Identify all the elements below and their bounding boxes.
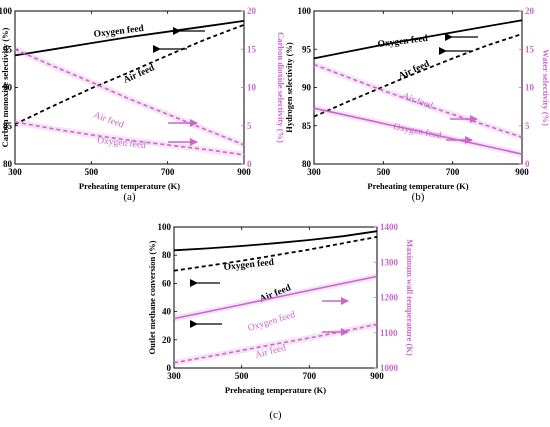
series-line-left-oxygen-feed: [173, 230, 378, 252]
x-tick-label: 500: [235, 371, 249, 381]
y-tick-label: 80: [162, 250, 172, 260]
y-right-tick-label: 0: [525, 159, 530, 169]
chart-panel-1: 300 500 700 900 80 85 90 95 100 0 5 10 15 20 Preheatin…: [0, 6, 286, 203]
y-tick-label: 100: [298, 6, 312, 16]
y-right-tick-label: 1300: [380, 257, 399, 267]
x-tick-label: 900: [237, 167, 251, 177]
y-tick-label: 80: [3, 159, 13, 169]
x-axis-label: Preheating temperature (K): [367, 181, 468, 191]
series-glow: [13, 46, 246, 148]
series-line-left-oxygen-feed: [14, 20, 245, 57]
y-axis-label: Outlet methane conversion (%): [147, 240, 157, 354]
series-line-right-oxygen-feed: [173, 275, 378, 320]
y-tick-label: 60: [162, 278, 172, 288]
x-tick-label: 500: [85, 167, 99, 177]
y-tick-label: 100: [0, 6, 13, 16]
y-right-tick-label: 1400: [380, 222, 399, 232]
chart-panel-3: 300 500 700 900 0 20 40 60 80 100 1000 1100 1200 1300…: [147, 222, 415, 421]
y-right-tick-label: 1100: [380, 328, 398, 338]
x-tick-label: 300: [307, 167, 321, 177]
y-tick-label: 40: [162, 307, 172, 317]
series-line-left-air-feed: [14, 23, 245, 126]
y-right-tick-label: 20: [247, 6, 257, 16]
panel-label: (a): [123, 191, 136, 203]
x-tick-label: 900: [370, 371, 384, 381]
y-tick-label: 80: [302, 159, 312, 169]
y-right-axis-label: Water selectivity (%): [541, 49, 550, 126]
panel-label: (c): [269, 409, 282, 421]
series-label: Air feed: [397, 59, 432, 82]
y-tick-label: 95: [3, 44, 13, 54]
series-label: Oxygen feed: [392, 121, 442, 141]
y-right-axis-label: Carbon dioxide selectivity (%): [276, 32, 286, 143]
y-tick-label: 90: [3, 83, 13, 93]
series-line-left-oxygen-feed: [313, 19, 523, 60]
chart-panel-2: 300 500 700 900 80 85 90 95 100 0 5 10 15 20 Preheatin…: [284, 6, 550, 203]
y-tick-label: 95: [302, 44, 312, 54]
x-axis-label: Preheating temperature (K): [79, 181, 180, 191]
y-right-tick-label: 10: [525, 83, 535, 93]
x-axis-label: Preheating temperature (K): [225, 385, 326, 395]
y-tick-label: 85: [3, 121, 13, 131]
x-tick-label: 700: [303, 371, 317, 381]
y-tick-label: 100: [158, 222, 172, 232]
y-right-axis-label: Maximum wall temperature (K): [405, 239, 415, 356]
y-right-tick-label: 0: [247, 159, 252, 169]
plot-frame: [313, 10, 523, 165]
series-line-left-air-feed: [173, 236, 378, 272]
panel-label: (b): [412, 191, 425, 203]
y-tick-label: 90: [302, 83, 312, 93]
series-label: Oxygen feed: [247, 309, 297, 334]
y-right-tick-label: 10: [247, 83, 257, 93]
y-right-tick-label: 5: [525, 121, 530, 131]
series-line-right-air-feed: [313, 63, 523, 138]
x-tick-label: 300: [167, 371, 181, 381]
y-right-tick-label: 5: [247, 121, 252, 131]
y-axis-label: Hydrogen selectivity (%): [284, 42, 294, 133]
series-label: Oxygen feed: [377, 34, 429, 50]
y-right-tick-label: 1200: [380, 293, 399, 303]
y-right-tick-label: 15: [525, 44, 535, 54]
series-label: Air feed: [92, 109, 125, 130]
y-tick-label: 20: [162, 335, 172, 345]
x-tick-label: 700: [446, 167, 460, 177]
x-tick-label: 500: [377, 167, 391, 177]
y-right-tick-label: 15: [247, 44, 257, 54]
y-tick-label: 0: [167, 363, 172, 373]
series-line-right-oxygen-feed: [14, 121, 245, 156]
series-label: Oxygen feed: [223, 258, 275, 273]
x-tick-label: 300: [8, 167, 22, 177]
x-tick-label: 700: [161, 167, 175, 177]
y-right-tick-label: 1000: [380, 363, 399, 373]
y-axis-label: Carbon monoxide selectivity (%): [0, 27, 10, 147]
series-label: Oxygen feed: [97, 135, 147, 151]
series-line-right-oxygen-feed: [313, 107, 523, 155]
y-tick-label: 85: [302, 121, 312, 131]
series-label: Oxygen feed: [93, 24, 145, 40]
series-label: Air feed: [401, 90, 434, 111]
x-tick-label: 900: [515, 167, 529, 177]
series-line-left-air-feed: [313, 33, 523, 118]
series-label: Air feed: [122, 63, 157, 86]
y-right-tick-label: 20: [525, 6, 535, 16]
